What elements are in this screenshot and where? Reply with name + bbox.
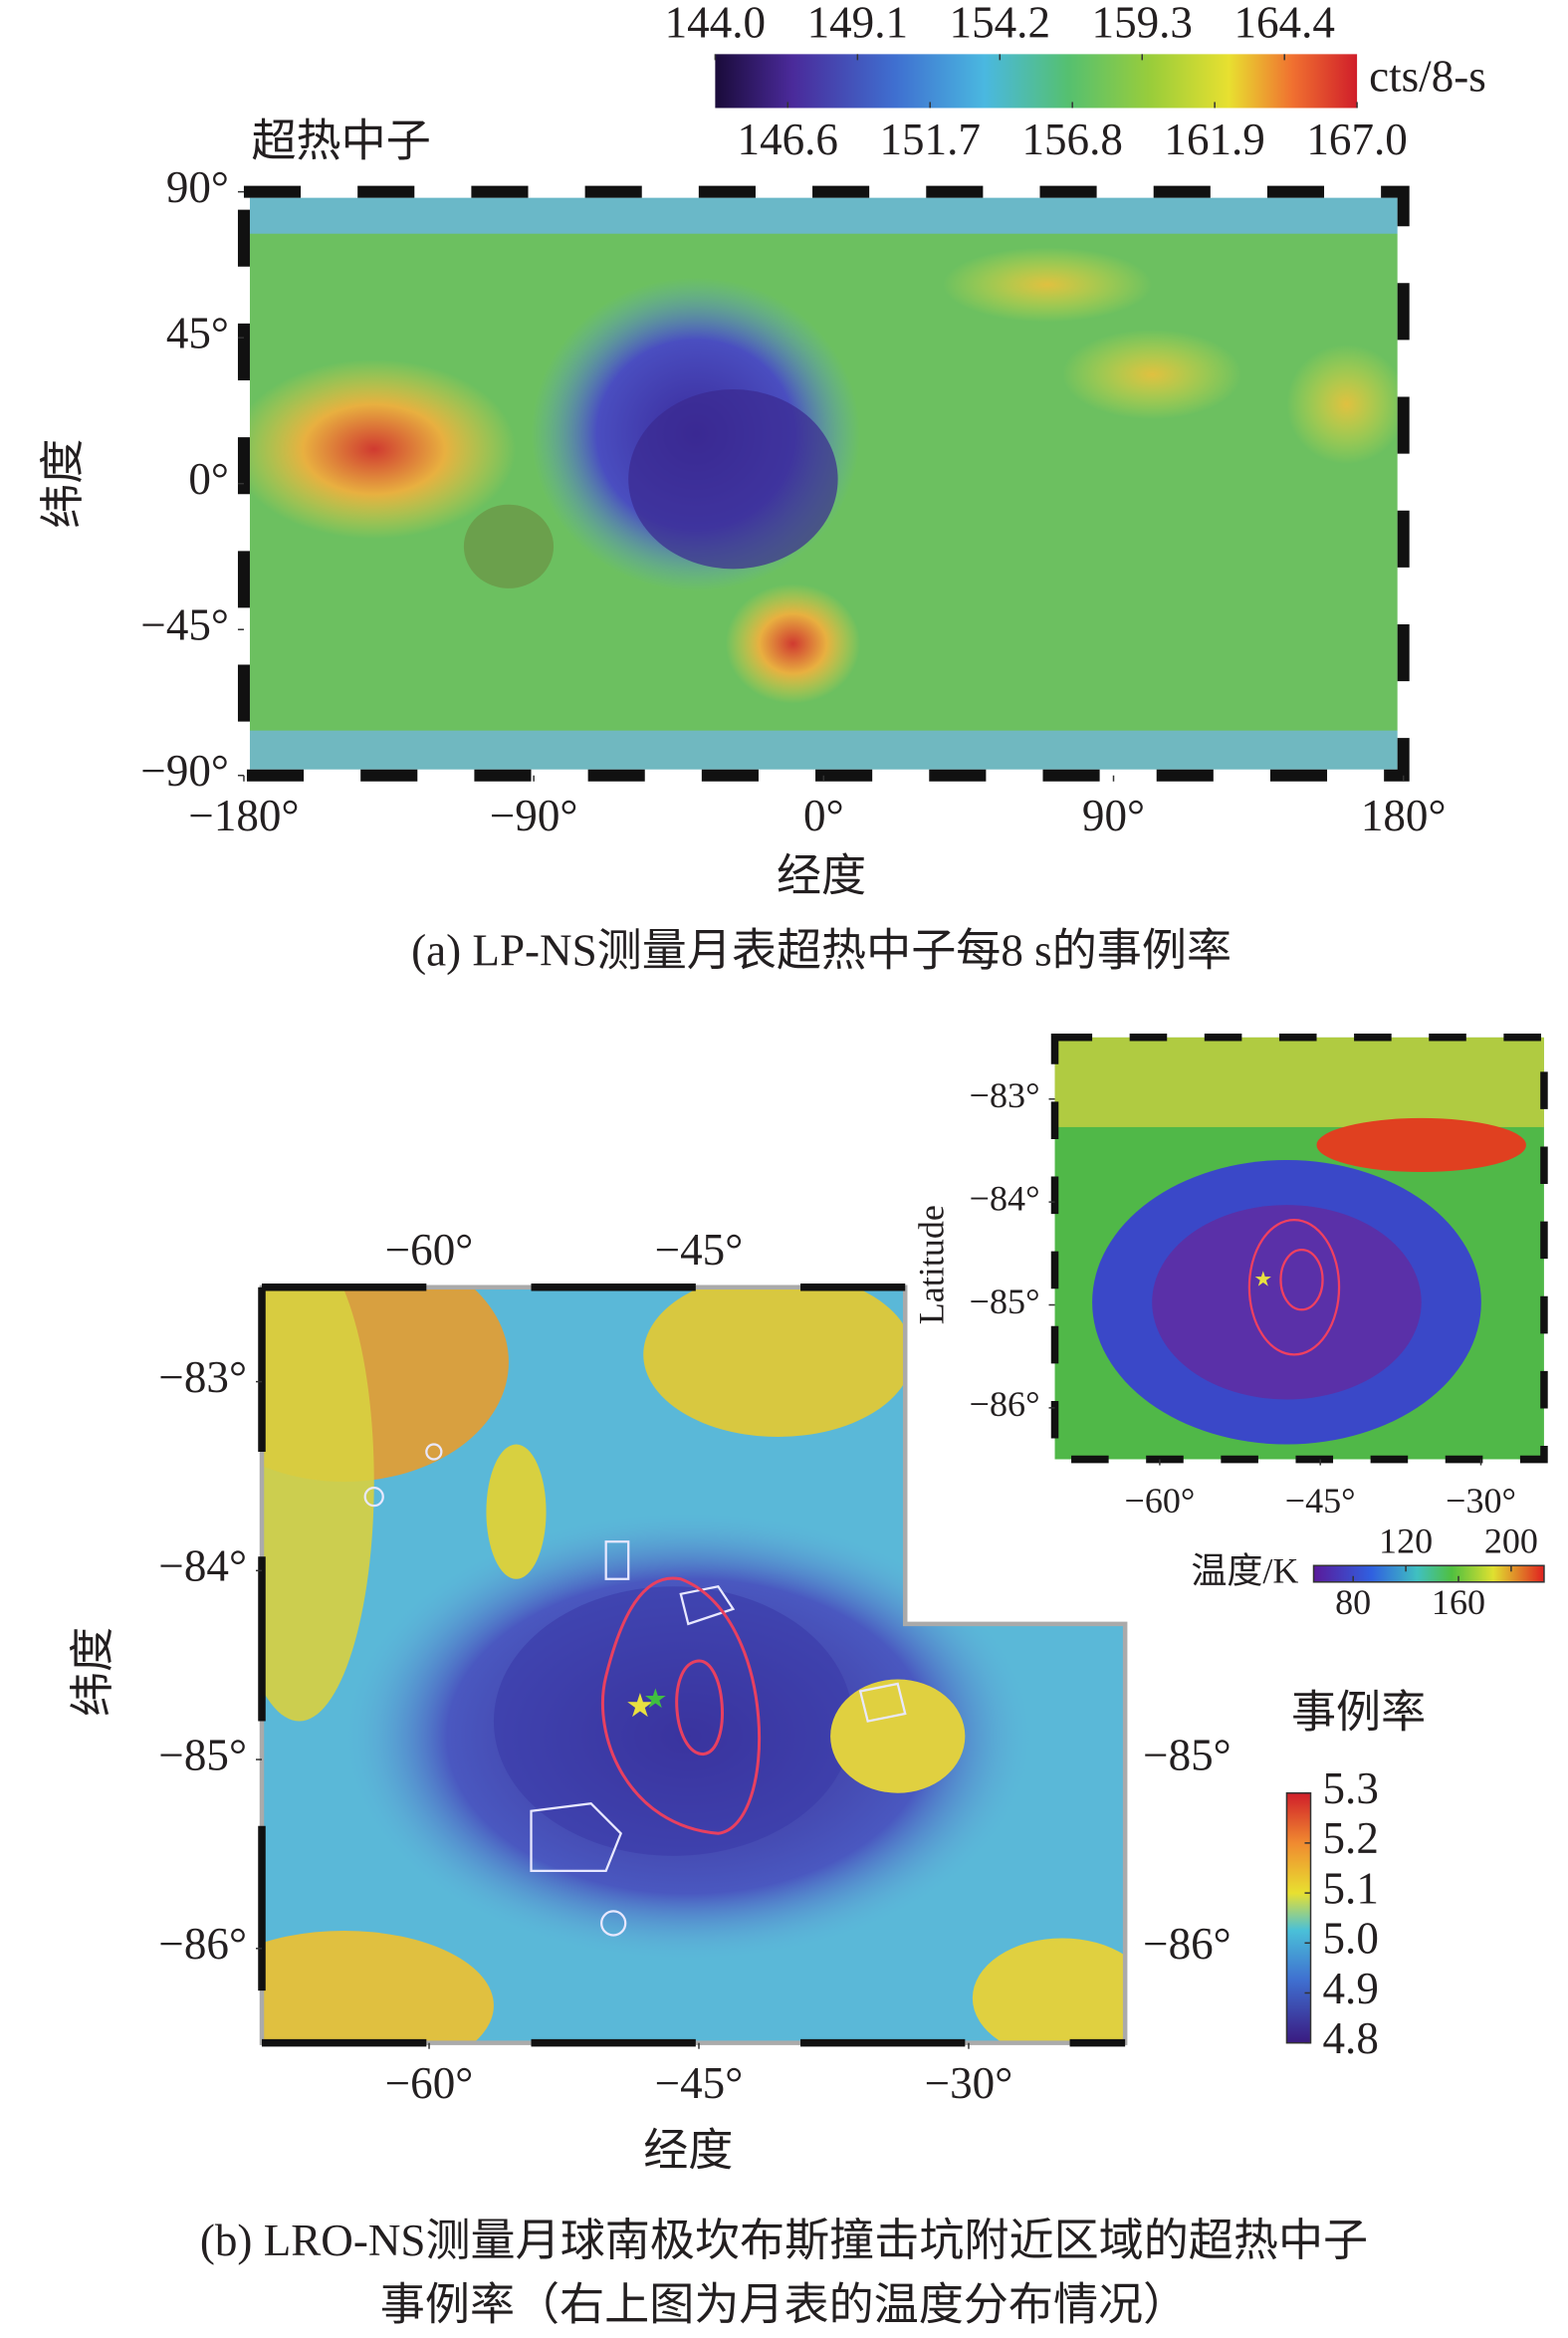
x-tick-label: 180° bbox=[1361, 791, 1447, 840]
y-tick-label: −86° bbox=[158, 1919, 247, 1969]
y-axis-label: 纬度 bbox=[38, 439, 88, 529]
y-tick-label: −83° bbox=[970, 1075, 1040, 1115]
star: ★ bbox=[625, 1689, 655, 1725]
colorbar-tick-label: 200 bbox=[1484, 1520, 1538, 1560]
x-tick-label: −60° bbox=[385, 1225, 474, 1275]
colorbar-tick-label: 160 bbox=[1432, 1582, 1485, 1622]
colorbar-label: cts/8-s bbox=[1369, 52, 1486, 102]
x-tick-label: −30° bbox=[1446, 1481, 1516, 1520]
map-frame bbox=[258, 1283, 1126, 2047]
map-b: ★ ★ bbox=[262, 1286, 1126, 2043]
map-title: 超热中子 bbox=[251, 116, 430, 165]
colorbar-tick-label: 156.8 bbox=[1021, 115, 1122, 164]
x-tick-label: −60° bbox=[385, 2058, 474, 2108]
colorbar-tick-label: 120 bbox=[1379, 1520, 1433, 1560]
x-tick-label: −90° bbox=[490, 791, 578, 840]
colorbar-tick-label: 4.9 bbox=[1323, 1964, 1379, 2013]
colorbar bbox=[1312, 1564, 1545, 1583]
colorbar bbox=[1285, 1791, 1312, 2044]
colorbar-tick-label: 5.3 bbox=[1323, 1763, 1379, 1813]
colorbar-title: 事例率 bbox=[1291, 1687, 1426, 1737]
y-tick-label: −86° bbox=[970, 1384, 1040, 1424]
colorbar-tick-label: 159.3 bbox=[1092, 0, 1193, 48]
star: ★ bbox=[1253, 1268, 1272, 1291]
y-tick-label: −85° bbox=[1143, 1730, 1232, 1779]
star: ★ bbox=[643, 1684, 667, 1714]
y-tick-label: −84° bbox=[970, 1178, 1040, 1218]
colorbar bbox=[715, 54, 1358, 109]
y-tick-label: −84° bbox=[158, 1541, 247, 1591]
colorbar-tick-label: 161.9 bbox=[1164, 115, 1264, 164]
caption: (a) LP-NS测量月表超热中子每8 s的事例率 bbox=[411, 925, 1232, 975]
colorbar-tick-label: 5.2 bbox=[1323, 1813, 1379, 1863]
colorbar-tick-label: 149.1 bbox=[807, 0, 908, 48]
colorbar-tick-label: 146.6 bbox=[738, 115, 838, 164]
x-tick-label: −180° bbox=[188, 791, 299, 840]
colorbar-tick-label: 5.1 bbox=[1323, 1863, 1379, 1913]
caption: 事例率（右上图为月表的温度分布情况） bbox=[380, 2280, 1188, 2330]
map-frame bbox=[1050, 1033, 1548, 1464]
colorbar-tick-label: 154.2 bbox=[950, 0, 1050, 48]
colorbar-tick-label: 4.8 bbox=[1323, 2013, 1379, 2063]
colorbar-tick-label: 5.0 bbox=[1323, 1914, 1379, 1964]
y-tick-label: −90° bbox=[140, 746, 229, 796]
colorbar-tick-label: 144.0 bbox=[665, 0, 766, 48]
x-tick-label: −30° bbox=[925, 2058, 1013, 2108]
y-tick-label: 45° bbox=[166, 309, 229, 358]
x-axis-label: 经度 bbox=[643, 2126, 733, 2176]
colorbar-label: 温度/K bbox=[1191, 1551, 1298, 1591]
x-tick-label: 0° bbox=[803, 791, 844, 840]
caption: (b) LRO-NS测量月球南极坎布斯撞击坑附近区域的超热中子 bbox=[200, 2216, 1368, 2265]
y-axis-label: Latitude bbox=[912, 1205, 952, 1324]
colorbar-tick-label: 151.7 bbox=[879, 115, 980, 164]
x-tick-label: 90° bbox=[1082, 791, 1145, 840]
x-tick-label: −45° bbox=[655, 1225, 744, 1275]
y-tick-label: −83° bbox=[158, 1352, 247, 1402]
y-tick-label: −85° bbox=[970, 1282, 1040, 1321]
y-tick-label: −45° bbox=[140, 600, 229, 650]
y-tick-label: −85° bbox=[158, 1730, 247, 1779]
colorbar-tick-label: 167.0 bbox=[1306, 115, 1407, 164]
x-tick-label: −60° bbox=[1125, 1481, 1196, 1520]
map-a bbox=[243, 191, 1404, 776]
x-tick-label: −45° bbox=[1285, 1481, 1356, 1520]
colorbar-tick-label: 164.4 bbox=[1233, 0, 1334, 48]
y-tick-label: −86° bbox=[1143, 1919, 1232, 1969]
y-tick-label: 90° bbox=[166, 162, 229, 212]
map-c: ★ bbox=[1054, 1037, 1544, 1460]
x-tick-label: −45° bbox=[655, 2058, 744, 2108]
x-axis-label: 经度 bbox=[777, 850, 866, 900]
y-axis-label: 纬度 bbox=[68, 1627, 117, 1717]
colorbar-tick-label: 80 bbox=[1335, 1582, 1371, 1622]
y-tick-label: 0° bbox=[188, 454, 229, 504]
